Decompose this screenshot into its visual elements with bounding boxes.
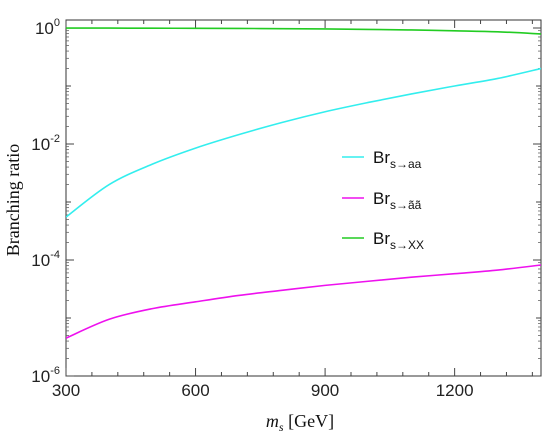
legend-label: Brs→aa: [373, 148, 422, 171]
plot-axes: [65, 19, 542, 377]
legend-label: Brs→ãã: [373, 189, 422, 212]
y-tick-label: 10-6: [31, 365, 60, 386]
y-axis-title: Branching ratio: [3, 144, 23, 256]
data-series: [66, 27, 541, 339]
x-tick-label: 1200: [436, 381, 474, 400]
x-axis-title: ms [GeV]: [266, 411, 334, 434]
series-line-0: [66, 67, 541, 218]
series-line-1: [66, 264, 541, 339]
y-tick-label: 10-2: [31, 133, 60, 154]
legend: Brs→aa Brs→ãã Brs→XX: [342, 148, 424, 252]
x-tick-label: 600: [181, 381, 209, 400]
x-tick-label: 900: [311, 381, 339, 400]
x-tick-label: 300: [52, 381, 80, 400]
plot-frame: [65, 19, 542, 377]
legend-label: Brs→XX: [373, 229, 424, 252]
axis-ticks: 300 600 900 1200 100 10-2 10-4 10-6: [31, 17, 541, 400]
axis-labels: ms [GeV] Branching ratio: [3, 144, 334, 434]
series-line-2: [66, 27, 541, 35]
y-tick-label: 100: [35, 17, 60, 38]
y-tick-label: 10-4: [31, 249, 60, 270]
